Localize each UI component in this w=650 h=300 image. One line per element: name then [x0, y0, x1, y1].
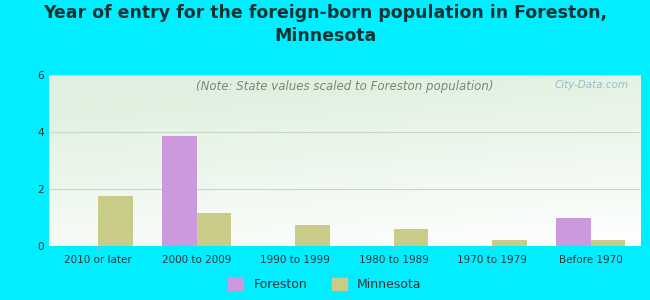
Bar — [591, 240, 625, 246]
Legend: Foreston, Minnesota: Foreston, Minnesota — [226, 276, 424, 294]
Text: City-Data.com: City-Data.com — [554, 80, 629, 90]
Text: (Note: State values scaled to Foreston population): (Note: State values scaled to Foreston p… — [196, 80, 493, 93]
Bar — [162, 136, 196, 246]
Bar — [98, 196, 133, 246]
Bar — [295, 225, 330, 246]
Bar — [196, 213, 231, 246]
Text: Year of entry for the foreign-born population in Foreston,
Minnesota: Year of entry for the foreign-born popul… — [43, 4, 607, 45]
Bar — [493, 240, 527, 246]
Bar — [394, 229, 428, 246]
Bar — [556, 218, 591, 246]
